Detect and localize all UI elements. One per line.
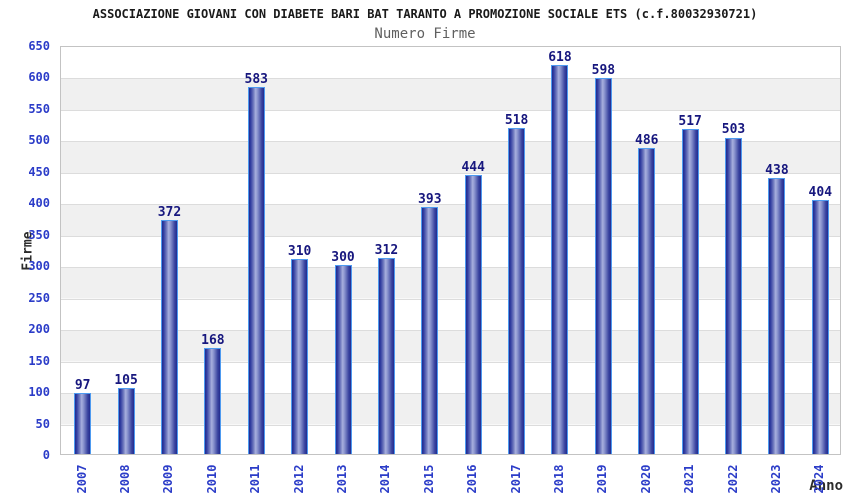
bar-value-label: 598 — [591, 62, 616, 78]
bar — [508, 128, 526, 454]
bar-value-label: 372 — [157, 204, 182, 220]
bar-value-label: 393 — [418, 191, 442, 207]
plot-area: 97 105 372 168 583 310 300 312 393 444 518 618 598 48… — [60, 46, 841, 455]
gridline — [61, 298, 840, 300]
bar — [551, 65, 569, 454]
bar-value-label: 518 — [504, 113, 529, 129]
bar-value-label: 105 — [114, 372, 138, 388]
bar-value-label: 300 — [331, 250, 355, 266]
bar — [464, 174, 482, 454]
bar — [334, 265, 352, 454]
y-tick-label: 300 — [28, 259, 50, 274]
bar-value-label: 503 — [721, 122, 746, 138]
x-tick-label: 2021 — [682, 464, 697, 494]
x-tick-label: 2008 — [118, 464, 133, 494]
y-tick-label: 450 — [28, 164, 50, 179]
gridline — [61, 141, 840, 143]
bar — [811, 199, 829, 454]
x-tick-label: 2012 — [291, 464, 306, 494]
x-tick-label: 2014 — [378, 464, 393, 494]
bar — [117, 387, 135, 454]
y-tick-label: 650 — [28, 39, 50, 53]
bar-value-label: 168 — [201, 333, 225, 349]
bar-value-label: 486 — [635, 133, 659, 149]
y-tick-label: 150 — [28, 353, 50, 368]
x-tick-label: 2015 — [421, 464, 436, 494]
y-tick-label: 500 — [28, 133, 50, 148]
bar-value-label: 517 — [678, 113, 702, 129]
bar — [421, 206, 439, 454]
x-tick-label: 2013 — [335, 464, 350, 494]
x-tick-label: 2011 — [248, 464, 263, 494]
chart-subtitle: Numero Firme — [374, 26, 476, 42]
gridline — [61, 424, 840, 426]
bar — [377, 257, 395, 454]
x-tick-label: 2022 — [725, 464, 740, 494]
y-tick-label: 350 — [28, 227, 50, 242]
gridline — [61, 78, 840, 80]
gridline — [61, 172, 840, 174]
y-tick-label: 100 — [28, 385, 50, 400]
y-tick-label: 400 — [28, 196, 50, 211]
x-axis-label: Anno — [809, 478, 843, 494]
x-tick-label: 2024 — [812, 464, 827, 494]
gridline — [61, 267, 840, 269]
bar-value-label: 97 — [74, 377, 91, 393]
y-tick-label: 600 — [28, 70, 50, 85]
bar — [638, 148, 656, 454]
gridline — [61, 109, 840, 111]
y-tick-label: 550 — [28, 101, 50, 116]
bar — [74, 392, 92, 454]
x-tick-label: 2017 — [508, 464, 523, 494]
bar — [204, 348, 222, 454]
x-tick-label: 2007 — [74, 464, 89, 494]
gridline — [61, 204, 840, 206]
gridline — [61, 330, 840, 332]
x-tick-label: 2016 — [465, 464, 480, 494]
x-tick-label: 2009 — [161, 464, 176, 494]
bar — [725, 137, 743, 454]
bar-value-label: 310 — [287, 243, 312, 259]
bar — [291, 258, 309, 454]
bar — [160, 219, 178, 454]
gridline — [61, 361, 840, 363]
y-tick-label: 250 — [28, 290, 50, 305]
bar-value-label: 438 — [765, 163, 789, 179]
y-tick-label: 200 — [28, 322, 50, 337]
bar — [594, 77, 612, 454]
bar — [247, 87, 265, 454]
bar-value-label: 444 — [461, 159, 485, 175]
bar — [681, 128, 699, 454]
y-tick-label: 0 — [42, 448, 50, 462]
x-tick-label: 2018 — [551, 464, 566, 494]
x-tick-label: 2020 — [638, 464, 653, 494]
bar-value-label: 618 — [548, 50, 572, 66]
bar — [768, 178, 786, 454]
gridline — [61, 235, 840, 237]
x-tick-label: 2023 — [768, 464, 783, 494]
chart-title: ASSOCIAZIONE GIOVANI CON DIABETE BARI BA… — [92, 7, 758, 21]
bar-value-label: 312 — [374, 242, 399, 258]
x-tick-label: 2019 — [595, 464, 610, 494]
y-tick-label: 50 — [35, 416, 50, 431]
bar-value-label: 404 — [808, 184, 833, 200]
gridline — [61, 393, 840, 395]
bar-value-label: 583 — [244, 72, 268, 88]
x-tick-label: 2010 — [204, 464, 219, 494]
